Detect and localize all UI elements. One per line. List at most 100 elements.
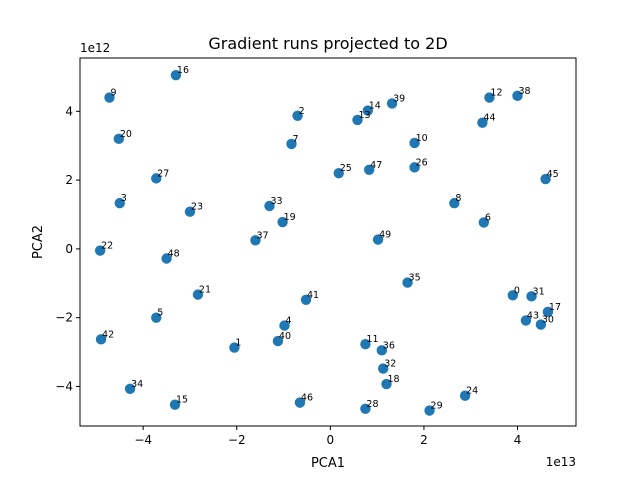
scatter-point-11 xyxy=(360,338,371,350)
scatter-point-30 xyxy=(535,319,547,330)
scatter-point-49 xyxy=(372,234,384,245)
point-label-36: 36 xyxy=(383,340,395,351)
point-label-3: 3 xyxy=(121,193,127,204)
scatter-point-42 xyxy=(95,334,107,345)
point-label-14: 14 xyxy=(369,101,381,112)
x-axis-title: PCA1 xyxy=(311,456,345,471)
x-tick-label: 4 xyxy=(514,433,522,447)
scatter-point-48 xyxy=(161,253,172,264)
point-label-21: 21 xyxy=(199,285,211,296)
point-label-49: 49 xyxy=(379,230,391,241)
x-tick-label: 0 xyxy=(327,433,335,447)
scatter-point-32 xyxy=(378,363,389,374)
point-label-46: 46 xyxy=(301,393,313,404)
x-tick-label: 2 xyxy=(420,433,428,447)
x-axis-multiplier: 1e13 xyxy=(546,455,576,469)
point-label-32: 32 xyxy=(384,359,396,370)
y-axis-ticks: −4 −2 0 2 4 xyxy=(55,104,80,393)
point-label-26: 26 xyxy=(416,157,428,168)
point-label-9: 9 xyxy=(110,88,116,99)
point-label-48: 48 xyxy=(168,249,180,260)
scatter-point-16 xyxy=(170,69,182,81)
scatter-point-26 xyxy=(409,162,420,173)
y-tick-label: 0 xyxy=(65,242,73,256)
scatter-point-17 xyxy=(542,306,554,318)
scatter-point-20 xyxy=(113,133,125,145)
scatter-point-45 xyxy=(540,173,551,185)
scatter-point-7 xyxy=(286,138,297,150)
scatter-point-22 xyxy=(94,245,106,256)
scatter-point-4 xyxy=(279,320,290,331)
scatter-point-12 xyxy=(484,92,495,103)
x-tick-label: −4 xyxy=(134,433,152,447)
x-axis-ticks: −4 −2 0 2 4 xyxy=(134,426,521,447)
point-label-22: 22 xyxy=(101,241,113,252)
scatter-point-21 xyxy=(192,289,204,300)
point-label-6: 6 xyxy=(485,212,491,223)
point-label-13: 13 xyxy=(358,110,370,121)
scatter-point-33 xyxy=(264,200,275,212)
point-label-45: 45 xyxy=(547,169,559,180)
scatter-points xyxy=(94,69,554,416)
scatter-point-44 xyxy=(477,117,488,128)
y-tick-label: −4 xyxy=(55,379,73,393)
scatter-point-40 xyxy=(272,335,284,347)
scatter-point-14 xyxy=(362,105,373,116)
point-label-15: 15 xyxy=(176,395,188,406)
point-label-43: 43 xyxy=(527,310,539,321)
point-label-24: 24 xyxy=(466,386,478,397)
scatter-point-27 xyxy=(151,173,162,184)
scatter-point-2 xyxy=(292,110,303,121)
point-label-1: 1 xyxy=(235,338,241,349)
scatter-point-9 xyxy=(104,92,115,103)
scatter-point-5 xyxy=(151,312,162,323)
point-label-12: 12 xyxy=(490,88,502,99)
point-label-5: 5 xyxy=(157,308,163,319)
scatter-point-3 xyxy=(114,197,125,209)
point-label-41: 41 xyxy=(307,290,319,301)
scatter-point-35 xyxy=(402,277,413,288)
scatter-point-19 xyxy=(277,216,288,228)
scatter-point-47 xyxy=(363,164,375,175)
scatter-point-38 xyxy=(512,90,523,102)
point-label-39: 39 xyxy=(393,93,405,104)
point-label-19: 19 xyxy=(284,212,296,223)
point-label-10: 10 xyxy=(416,133,428,144)
y-tick-label: −2 xyxy=(55,311,73,325)
scatter-point-36 xyxy=(376,345,388,356)
point-label-29: 29 xyxy=(431,401,443,412)
point-label-18: 18 xyxy=(387,374,399,385)
scatter-point-24 xyxy=(459,390,471,401)
point-label-37: 37 xyxy=(256,230,268,241)
scatter-point-18 xyxy=(381,378,392,390)
point-label-40: 40 xyxy=(279,331,291,342)
point-label-20: 20 xyxy=(120,129,132,140)
point-label-30: 30 xyxy=(542,315,554,326)
point-label-8: 8 xyxy=(455,193,461,204)
scatter-point-37 xyxy=(250,235,261,246)
scatter-point-31 xyxy=(526,291,537,302)
point-label-44: 44 xyxy=(483,113,495,124)
y-axis-multiplier: 1e12 xyxy=(80,41,110,55)
chart-title: Gradient runs projected to 2D xyxy=(208,34,447,53)
point-label-25: 25 xyxy=(340,163,352,174)
plot-area-frame xyxy=(79,57,577,427)
point-label-42: 42 xyxy=(102,329,114,340)
point-label-34: 34 xyxy=(131,379,143,390)
scatter-point-39 xyxy=(386,98,398,109)
scatter-point-0 xyxy=(507,290,519,301)
scatter-point-13 xyxy=(352,114,363,126)
point-label-4: 4 xyxy=(285,316,291,327)
point-label-2: 2 xyxy=(299,106,305,117)
point-label-38: 38 xyxy=(519,86,531,97)
scatter-point-15 xyxy=(169,399,181,410)
point-label-16: 16 xyxy=(177,65,189,76)
scatter-point-29 xyxy=(424,405,435,416)
scatter-point-10 xyxy=(409,137,420,149)
scatter-point-25 xyxy=(333,168,344,179)
point-labels: 0123456789101112131415161718192021222324… xyxy=(101,65,561,411)
scatter-point-43 xyxy=(520,315,532,326)
point-label-23: 23 xyxy=(191,202,203,213)
